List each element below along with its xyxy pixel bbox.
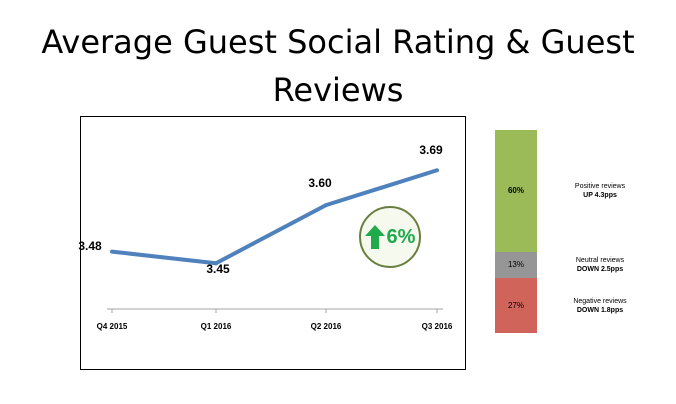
x-tick-label: Q1 2016 (200, 322, 232, 331)
segment-legend-label: Negative reviews DOWN 1.8pps (550, 297, 650, 315)
line-segment (324, 168, 439, 208)
segment-name: Negative reviews (573, 297, 627, 305)
segment-legend-label: Positive reviews UP 4.3pps (550, 182, 650, 200)
segment-change: UP 4.3pps (583, 191, 617, 199)
positive-segment: 60% (495, 130, 537, 252)
up-arrow-icon (364, 225, 385, 249)
data-label: 3.45 (206, 262, 230, 277)
line-chart-panel: 6% Q4 2015 Q1 2016 Q2 2016 Q3 2016 3.48 3.45 3… (78, 116, 466, 370)
segment-name: Positive reviews (574, 182, 626, 190)
growth-badge: 6% (359, 206, 421, 268)
x-tick-label: Q2 2016 (310, 322, 342, 331)
line-segment (110, 249, 218, 266)
line-chart-svg (107, 168, 443, 313)
segment-change: DOWN 2.5pps (576, 265, 624, 273)
x-tick-label: Q3 2016 (421, 322, 453, 331)
data-label: 3.60 (308, 176, 332, 191)
segment-change: DOWN 1.8pps (576, 306, 624, 314)
data-label: 3.69 (419, 143, 443, 158)
x-tick-label: Q4 2015 (96, 322, 128, 331)
segment-name: Neutral reviews (575, 256, 625, 264)
neutral-segment: 13% (495, 251, 537, 279)
segment-legend-label: Neutral reviews DOWN 2.5pps (550, 256, 650, 274)
data-label: 3.48 (78, 238, 102, 253)
review-share-stacked-bar: 60% 13% 27% (495, 130, 537, 333)
line-segment (214, 203, 328, 266)
negative-segment: 27% (495, 278, 537, 333)
growth-percent: 6% (386, 225, 416, 248)
chart-title: Average Guest Social Rating & Guest Revi… (41, 23, 635, 109)
